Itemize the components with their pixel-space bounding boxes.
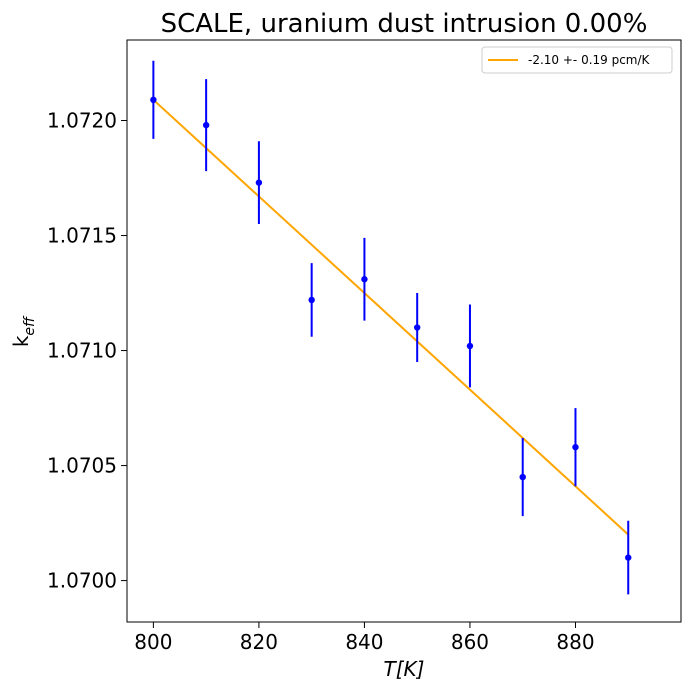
- data-point: [466, 342, 474, 350]
- y-axis-label-main: k: [9, 335, 33, 347]
- y-axis-label: keff: [9, 315, 38, 347]
- y-tick-label: 1.0720: [47, 109, 117, 133]
- y-axis: 1.0700 1.0705 1.0710 1.0715 1.0720: [47, 109, 127, 593]
- y-tick-label: 1.0710: [47, 339, 117, 363]
- data-point: [413, 324, 421, 331]
- data-point: [572, 443, 579, 451]
- data-point: [255, 179, 263, 186]
- legend-box: [481, 46, 673, 74]
- y-tick-label: 1.0705: [47, 454, 117, 478]
- data-point: [150, 96, 157, 104]
- legend-label: -2.10 +- 0.19 pcm/K: [528, 53, 651, 67]
- x-axis: 800 820 840 860 880: [134, 622, 595, 654]
- y-tick-label: 1.0700: [47, 569, 117, 593]
- chart-title: SCALE, uranium dust intrusion 0.00%: [161, 9, 648, 39]
- data-point: [519, 473, 526, 481]
- data-point: [308, 296, 315, 304]
- data-point: [625, 554, 632, 561]
- y-tick-label: 1.0715: [47, 224, 117, 248]
- x-tick-label: 800: [134, 630, 172, 654]
- plot-area: [126, 39, 682, 623]
- y-axis-label-sub: eff: [22, 315, 38, 336]
- legend: -2.10 +- 0.19 pcm/K: [481, 46, 673, 74]
- x-tick-label: 880: [556, 630, 594, 654]
- x-axis-label: T[K]: [384, 657, 425, 681]
- x-tick-label: 820: [240, 630, 278, 654]
- data-point: [202, 121, 210, 129]
- x-tick-label: 840: [345, 630, 383, 654]
- plot-frame: [126, 39, 682, 623]
- x-tick-label: 860: [451, 630, 489, 654]
- fit-line: [152, 99, 629, 536]
- data-point: [361, 276, 368, 283]
- series-layer: [150, 60, 632, 595]
